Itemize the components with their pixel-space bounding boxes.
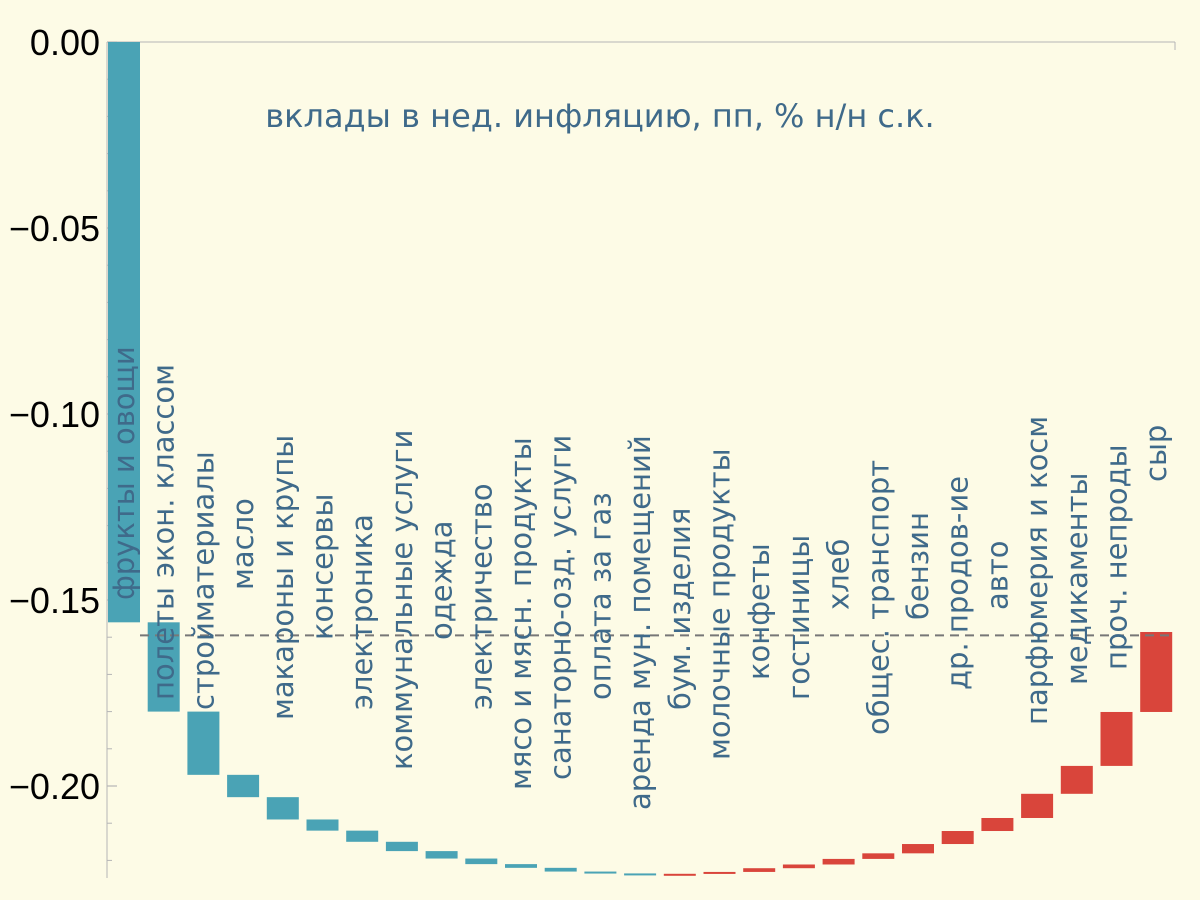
category-label-18: гостиницы <box>782 535 816 700</box>
bar-25 <box>1060 765 1093 794</box>
category-label-22: др. продов-ие <box>941 476 975 690</box>
bar-15 <box>663 873 696 876</box>
bar-3 <box>187 711 220 775</box>
bar-23 <box>981 817 1014 832</box>
bar-1 <box>108 42 140 623</box>
bar-19 <box>822 858 855 865</box>
category-label-20: общес. транспорт <box>861 460 895 735</box>
bar-11 <box>505 864 537 868</box>
y-tick-label: −0.15 <box>9 580 100 621</box>
category-label-19: хлеб <box>822 539 856 610</box>
bar-4 <box>227 774 260 798</box>
category-label-23: авто <box>980 541 1014 611</box>
y-tick-label: −0.05 <box>9 208 100 249</box>
bar-17 <box>743 868 776 872</box>
bar-16 <box>703 871 736 874</box>
bar-22 <box>941 831 974 845</box>
bar-12 <box>544 867 577 872</box>
bar-20 <box>862 853 895 859</box>
bar-14 <box>624 873 657 876</box>
category-label-15: бум. изделия <box>663 508 697 710</box>
bar-13 <box>584 871 617 874</box>
bar-24 <box>1021 793 1054 818</box>
category-label-1: фрукты и овощи <box>107 346 141 600</box>
bar-2 <box>147 622 180 712</box>
category-label-12: санаторно-озд. услуги <box>544 435 578 780</box>
category-label-3: стройматериалы <box>186 451 220 710</box>
category-label-4: масло <box>226 498 260 590</box>
category-label-25: медикаменты <box>1060 473 1094 685</box>
bar-26 <box>1100 711 1133 766</box>
category-label-24: парфюмерия и косм <box>1020 416 1054 725</box>
bar-5 <box>266 797 299 820</box>
category-label-17: конфеты <box>742 543 776 680</box>
category-label-16: молочные продукты <box>703 448 737 760</box>
bar-7 <box>346 830 379 842</box>
y-tick-label: −0.10 <box>9 394 100 435</box>
bar-9 <box>425 851 458 859</box>
category-label-26: проч. непроды <box>1100 444 1134 670</box>
bar-10 <box>465 858 498 865</box>
category-label-11: мясо и мясн. продукты <box>504 437 538 790</box>
category-label-2: полеты экон. классом <box>147 364 181 700</box>
category-label-8: коммунальные услуги <box>385 430 419 770</box>
bar-18 <box>782 864 815 869</box>
category-label-14: аренда мун. помещений <box>623 435 657 810</box>
category-label-5: макароны и крупы <box>266 435 300 720</box>
chart-title: вклады в нед. инфляцию, пп, % н/н с.к. <box>265 97 934 135</box>
y-tick-label: 0.00 <box>30 22 100 63</box>
bar-8 <box>385 841 418 852</box>
category-label-6: консервы <box>306 494 340 640</box>
y-tick-label: −0.20 <box>9 766 100 807</box>
bar-6 <box>306 819 339 831</box>
bar-21 <box>902 844 934 854</box>
category-label-10: электричество <box>464 483 498 710</box>
category-label-21: бензин <box>901 512 935 620</box>
category-label-7: электроника <box>345 514 379 710</box>
category-label-13: оплата за газ <box>583 492 617 700</box>
category-label-27: сыр <box>1139 425 1173 482</box>
bar-27 <box>1140 631 1173 712</box>
category-label-9: одежда <box>425 520 459 640</box>
